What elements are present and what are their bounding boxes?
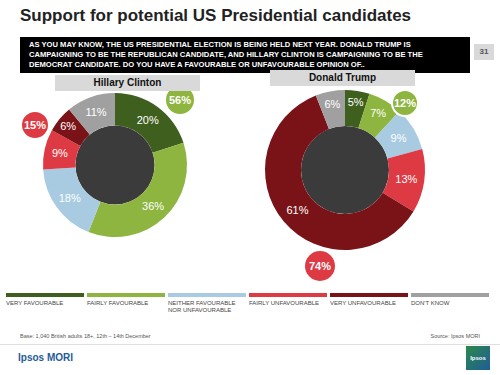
html-text:Hillary Clinton: Hillary Clinton xyxy=(93,77,162,88)
svg-text:56%: 56% xyxy=(169,94,191,106)
html-text:VERY FAVOURABLE: VERY FAVOURABLE xyxy=(6,300,64,306)
svg-text:61%: 61% xyxy=(286,204,308,216)
html-text:Ipsos: Ipsos xyxy=(470,355,486,361)
svg-text:11%: 11% xyxy=(85,106,106,118)
html-text:Base: 1,040 British adults 18+: Base: 1,040 British adults 18+, 12th – 1… xyxy=(20,333,151,339)
html-text:FAIRLY UNFAVOURABLE: FAIRLY UNFAVOURABLE xyxy=(249,300,319,306)
svg-text:5%: 5% xyxy=(348,96,364,108)
svg-text:7%: 7% xyxy=(370,107,386,119)
svg-text:9%: 9% xyxy=(391,132,407,144)
svg-text:74%: 74% xyxy=(309,260,331,272)
html-text:31: 31 xyxy=(479,47,489,56)
html-text:AS YOU MAY KNOW, THE US PRESID: AS YOU MAY KNOW, THE US PRESIDENTIAL ELE… xyxy=(29,40,423,69)
svg-text:9%: 9% xyxy=(52,147,68,159)
html-text:FAIRLY FAVOURABLE: FAIRLY FAVOURABLE xyxy=(87,300,149,306)
svg-text:20%: 20% xyxy=(137,114,159,126)
svg-text:6%: 6% xyxy=(60,120,76,132)
svg-text:15%: 15% xyxy=(24,119,46,131)
html-text:DON'T KNOW: DON'T KNOW xyxy=(411,300,450,306)
svg-text:12%: 12% xyxy=(394,97,416,109)
html-text:Support for potential US Presi: Support for potential US Presidential ca… xyxy=(20,6,412,25)
svg-text:6%: 6% xyxy=(324,98,340,110)
html-text:Ipsos MORI: Ipsos MORI xyxy=(18,352,73,363)
html-text:Donald Trump: Donald Trump xyxy=(308,72,377,83)
html-text:VERY UNFAVOURABLE: VERY UNFAVOURABLE xyxy=(330,300,396,306)
html-text:Source: Ipsos MORI: Source: Ipsos MORI xyxy=(430,333,480,339)
svg-text:18%: 18% xyxy=(59,192,81,204)
html-text:NEITHER FAVOURABLE NOR UNFAVOU: NEITHER FAVOURABLE NOR UNFAVOURABLE xyxy=(168,300,236,313)
svg-text:13%: 13% xyxy=(395,173,417,185)
svg-text:36%: 36% xyxy=(142,200,164,212)
